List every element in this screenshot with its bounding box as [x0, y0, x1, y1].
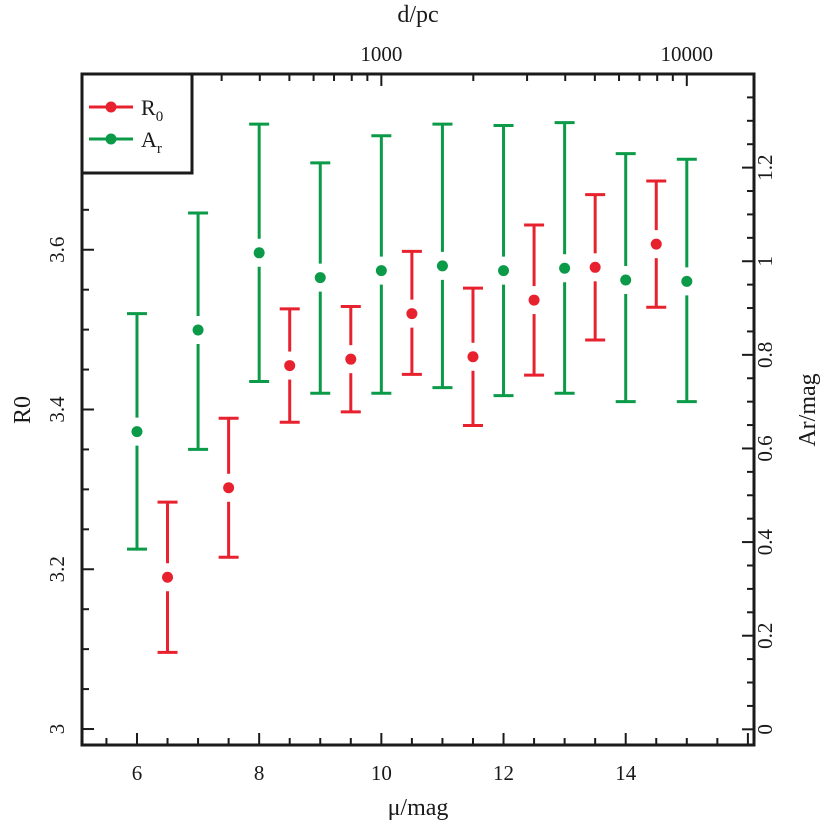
- ar-point: [498, 265, 510, 277]
- y-right-tick-label: 0.2: [753, 623, 777, 649]
- legend-label-subscript: 0: [156, 109, 164, 125]
- y-left-tick-label: 3: [45, 724, 69, 735]
- r0-point: [284, 360, 296, 372]
- legend-label-ar: Ar: [141, 127, 162, 157]
- top-axis-label: d/pc: [397, 2, 438, 28]
- y-right-axis-label: Ar/mag: [795, 373, 821, 446]
- top-tick-label: 1000: [360, 42, 402, 66]
- y-right-tick-label: 0.8: [753, 342, 777, 368]
- x-tick-label: 8: [254, 761, 265, 785]
- y-left-axis-label: R0: [10, 396, 36, 424]
- r0-point: [589, 261, 601, 273]
- top-tick-label: 10000: [661, 42, 714, 66]
- r0-point: [162, 571, 174, 583]
- y-right-tick-label: 0.4: [753, 528, 777, 555]
- y-right-tick-label: 0.6: [753, 435, 777, 461]
- r0-point: [223, 482, 235, 494]
- y-left-tick-label: 3.2: [45, 556, 69, 582]
- series-group: [126, 121, 697, 654]
- y-right-tick-label: 1: [753, 256, 777, 267]
- legend-marker-r0: [105, 101, 117, 113]
- ticks: 6 8 10 12 14 3 3.2 3.4 3.6 0 0.2 0.4 0.6 0.8 1 1.2 1000 1…: [45, 42, 777, 785]
- x-tick-label: 14: [615, 761, 637, 785]
- ar-point: [681, 275, 693, 287]
- r0-point: [650, 238, 662, 250]
- ar-point: [131, 426, 143, 438]
- x-tick-label: 6: [132, 761, 143, 785]
- ar-point: [192, 324, 204, 336]
- ar-point: [253, 247, 265, 259]
- ar-point: [314, 272, 326, 284]
- y-left-tick-label: 3.4: [45, 396, 69, 423]
- x-tick-label: 12: [493, 761, 514, 785]
- r0-point: [406, 308, 418, 320]
- y-right-tick-label: 1.2: [753, 154, 777, 180]
- r0-point: [528, 294, 540, 306]
- r0-point: [345, 353, 357, 365]
- legend-label-subscript: r: [157, 141, 162, 157]
- ar-point: [436, 260, 448, 272]
- x-tick-label: 10: [371, 761, 392, 785]
- ar-point: [559, 262, 571, 274]
- ar-point: [620, 274, 632, 286]
- legend-box: [80, 72, 194, 175]
- axis-labels: μ/mag d/pc R0 Ar/mag: [10, 2, 821, 821]
- y-left-tick-label: 3.6: [45, 237, 69, 263]
- legend-marker-ar: [105, 133, 117, 145]
- r0-point: [467, 351, 479, 363]
- x-axis-label: μ/mag: [388, 795, 449, 821]
- ar-point: [375, 265, 387, 277]
- plot-frame: [80, 72, 756, 747]
- y-right-tick-label: 0: [753, 724, 777, 735]
